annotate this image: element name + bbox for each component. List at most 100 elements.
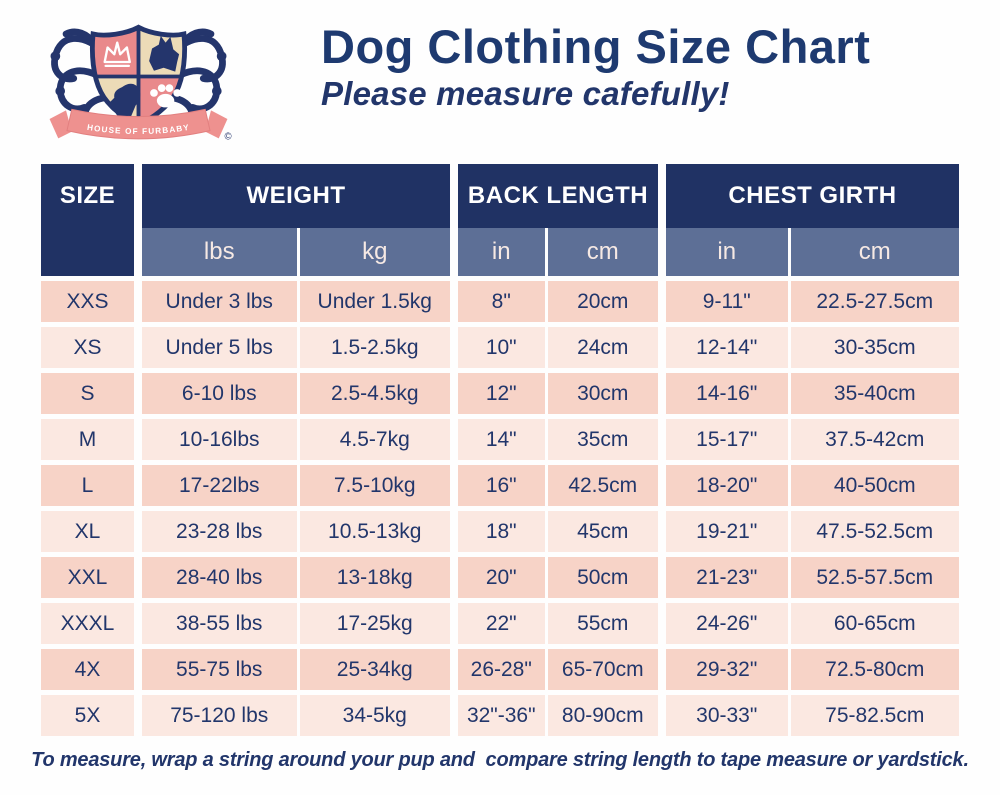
page-subtitle: Please measure cafefully! <box>321 74 730 112</box>
page-header: HOUSE OF FURBABY © Dog Clothing Size Cha… <box>0 0 1000 158</box>
table-cell: 35-40cm <box>789 368 959 417</box>
table-cell: 24-26" <box>662 598 791 647</box>
table-row: 5X 75-120 lbs 34-5kg 32"-36" 80-90cm 30-33" 75… <box>41 690 959 736</box>
table-cell: 37.5-42cm <box>789 414 959 463</box>
title-block: Dog Clothing Size Chart Please measure c… <box>321 0 870 113</box>
table-row: XXL 28-40 lbs 13-18kg 20" 50cm 21-23" 52.5-57.… <box>41 552 959 601</box>
table-row: L 17-22lbs 7.5-10kg 16" 42.5cm 18-20" 40-50cm <box>41 460 959 509</box>
table-cell: 50cm <box>546 552 666 601</box>
table-cell: XXL <box>41 552 142 601</box>
house-of-furbaby-logo: HOUSE OF FURBABY © <box>36 4 241 149</box>
table-row: M 10-16lbs 4.5-7kg 14" 35cm 15-17" 37.5-42cm <box>41 414 959 463</box>
table-row: XL 23-28 lbs 10.5-13kg 18" 45cm 19-21" 47.5-52… <box>41 506 959 555</box>
table-cell: 34-5kg <box>298 690 458 736</box>
table-cell: 65-70cm <box>546 644 666 693</box>
table-cell: 20" <box>454 552 548 601</box>
table-cell: 75-120 lbs <box>138 690 300 736</box>
table-cell: 45cm <box>546 506 666 555</box>
table-cell: 10.5-13kg <box>298 506 458 555</box>
table-cell: 55cm <box>546 598 666 647</box>
table-cell: 24cm <box>546 322 666 371</box>
crest-logo-icon: HOUSE OF FURBABY © <box>49 24 232 142</box>
table-cell: 18" <box>454 506 548 555</box>
table-cell: XS <box>41 322 142 371</box>
table-cell: 19-21" <box>662 506 791 555</box>
table-cell: Under 3 lbs <box>138 276 300 325</box>
measuring-instructions: To measure, wrap a string around your pu… <box>31 749 969 771</box>
table-cell: 55-75 lbs <box>138 644 300 693</box>
table-cell: 12" <box>454 368 548 417</box>
table-cell: 28-40 lbs <box>138 552 300 601</box>
svg-text:HOUSE OF FURBABY: HOUSE OF FURBABY <box>87 123 191 136</box>
table-cell: 30-35cm <box>789 322 959 371</box>
ribbon-text: HOUSE OF FURBABY <box>87 123 190 136</box>
page-title: Dog Clothing Size Chart <box>321 20 871 73</box>
table-cell: 35cm <box>546 414 666 463</box>
table-row: S 6-10 lbs 2.5-4.5kg 12" 30cm 14-16" 35-40cm <box>41 368 959 417</box>
table-cell: 52.5-57.5cm <box>789 552 959 601</box>
unit-header-in: in <box>454 228 548 279</box>
table-cell: 72.5-80cm <box>789 644 959 693</box>
table-cell: 17-22lbs <box>138 460 300 509</box>
table-cell: 1.5-2.5kg <box>298 322 458 371</box>
table-cell: 17-25kg <box>298 598 458 647</box>
table-cell: 8" <box>454 276 548 325</box>
ribbon-banner: HOUSE OF FURBABY <box>49 108 228 140</box>
table-cell: Under 1.5kg <box>298 276 458 325</box>
table-cell: 16" <box>454 460 548 509</box>
table-cell: 75-82.5cm <box>789 690 959 736</box>
table-cell: 9-11" <box>662 276 791 325</box>
table-cell: 32"-36" <box>454 690 548 736</box>
table-cell: 26-28" <box>454 644 548 693</box>
column-header-back-length: BACK LENGTH <box>454 164 666 228</box>
column-header-chest-girth: CHEST GIRTH <box>662 164 959 228</box>
table-cell: 42.5cm <box>546 460 666 509</box>
table-cell: 10" <box>454 322 548 371</box>
table-cell: 12-14" <box>662 322 791 371</box>
table-row: XXS Under 3 lbs Under 1.5kg 8" 20cm 9-11" 22.5… <box>41 276 959 325</box>
dog-head-icon <box>109 83 141 119</box>
crown-icon <box>103 41 131 68</box>
copyright-mark: © <box>225 131 232 142</box>
table-cell: 80-90cm <box>546 690 666 736</box>
table-cell: 60-65cm <box>789 598 959 647</box>
table-cell: 47.5-52.5cm <box>789 506 959 555</box>
size-chart-body: XXS Under 3 lbs Under 1.5kg 8" 20cm 9-11" 22.5… <box>41 276 959 736</box>
table-cell: 4X <box>41 644 142 693</box>
table-cell: L <box>41 460 142 509</box>
table-cell: 5X <box>41 690 142 736</box>
table-cell: 40-50cm <box>789 460 959 509</box>
table-cell: 29-32" <box>662 644 791 693</box>
table-cell: 14-16" <box>662 368 791 417</box>
column-header-size: SIZE <box>41 164 142 279</box>
table-row: 4X 55-75 lbs 25-34kg 26-28" 65-70cm 29-32" 72.… <box>41 644 959 693</box>
table-row: XXXL 38-55 lbs 17-25kg 22" 55cm 24-26" 60-65cm <box>41 598 959 647</box>
table-cell: Under 5 lbs <box>138 322 300 371</box>
table-cell: 18-20" <box>662 460 791 509</box>
column-header-weight: WEIGHT <box>138 164 458 228</box>
table-cell: 20cm <box>546 276 666 325</box>
paw-icon <box>150 84 182 108</box>
unit-header-cm: cm <box>789 228 959 279</box>
size-chart-table: SIZE WEIGHT BACK LENGTH CHEST GIRTH lbs … <box>41 164 959 736</box>
table-cell: 22.5-27.5cm <box>789 276 959 325</box>
table-cell: M <box>41 414 142 463</box>
table-cell: XXXL <box>41 598 142 647</box>
table-row: XS Under 5 lbs 1.5-2.5kg 10" 24cm 12-14" 30-35… <box>41 322 959 371</box>
table-cell: 25-34kg <box>298 644 458 693</box>
table-cell: 7.5-10kg <box>298 460 458 509</box>
table-cell: XL <box>41 506 142 555</box>
table-cell: 30cm <box>546 368 666 417</box>
table-cell: 14" <box>454 414 548 463</box>
unit-header-kg: kg <box>298 228 458 279</box>
table-cell: 6-10 lbs <box>138 368 300 417</box>
unit-header-cm: cm <box>546 228 666 279</box>
table-cell: 21-23" <box>662 552 791 601</box>
table-cell: 30-33" <box>662 690 791 736</box>
group-header-row: SIZE WEIGHT BACK LENGTH CHEST GIRTH <box>41 164 959 279</box>
unit-header-lbs: lbs <box>138 228 300 279</box>
table-cell: 15-17" <box>662 414 791 463</box>
unit-header-in: in <box>662 228 791 279</box>
table-cell: 22" <box>454 598 548 647</box>
